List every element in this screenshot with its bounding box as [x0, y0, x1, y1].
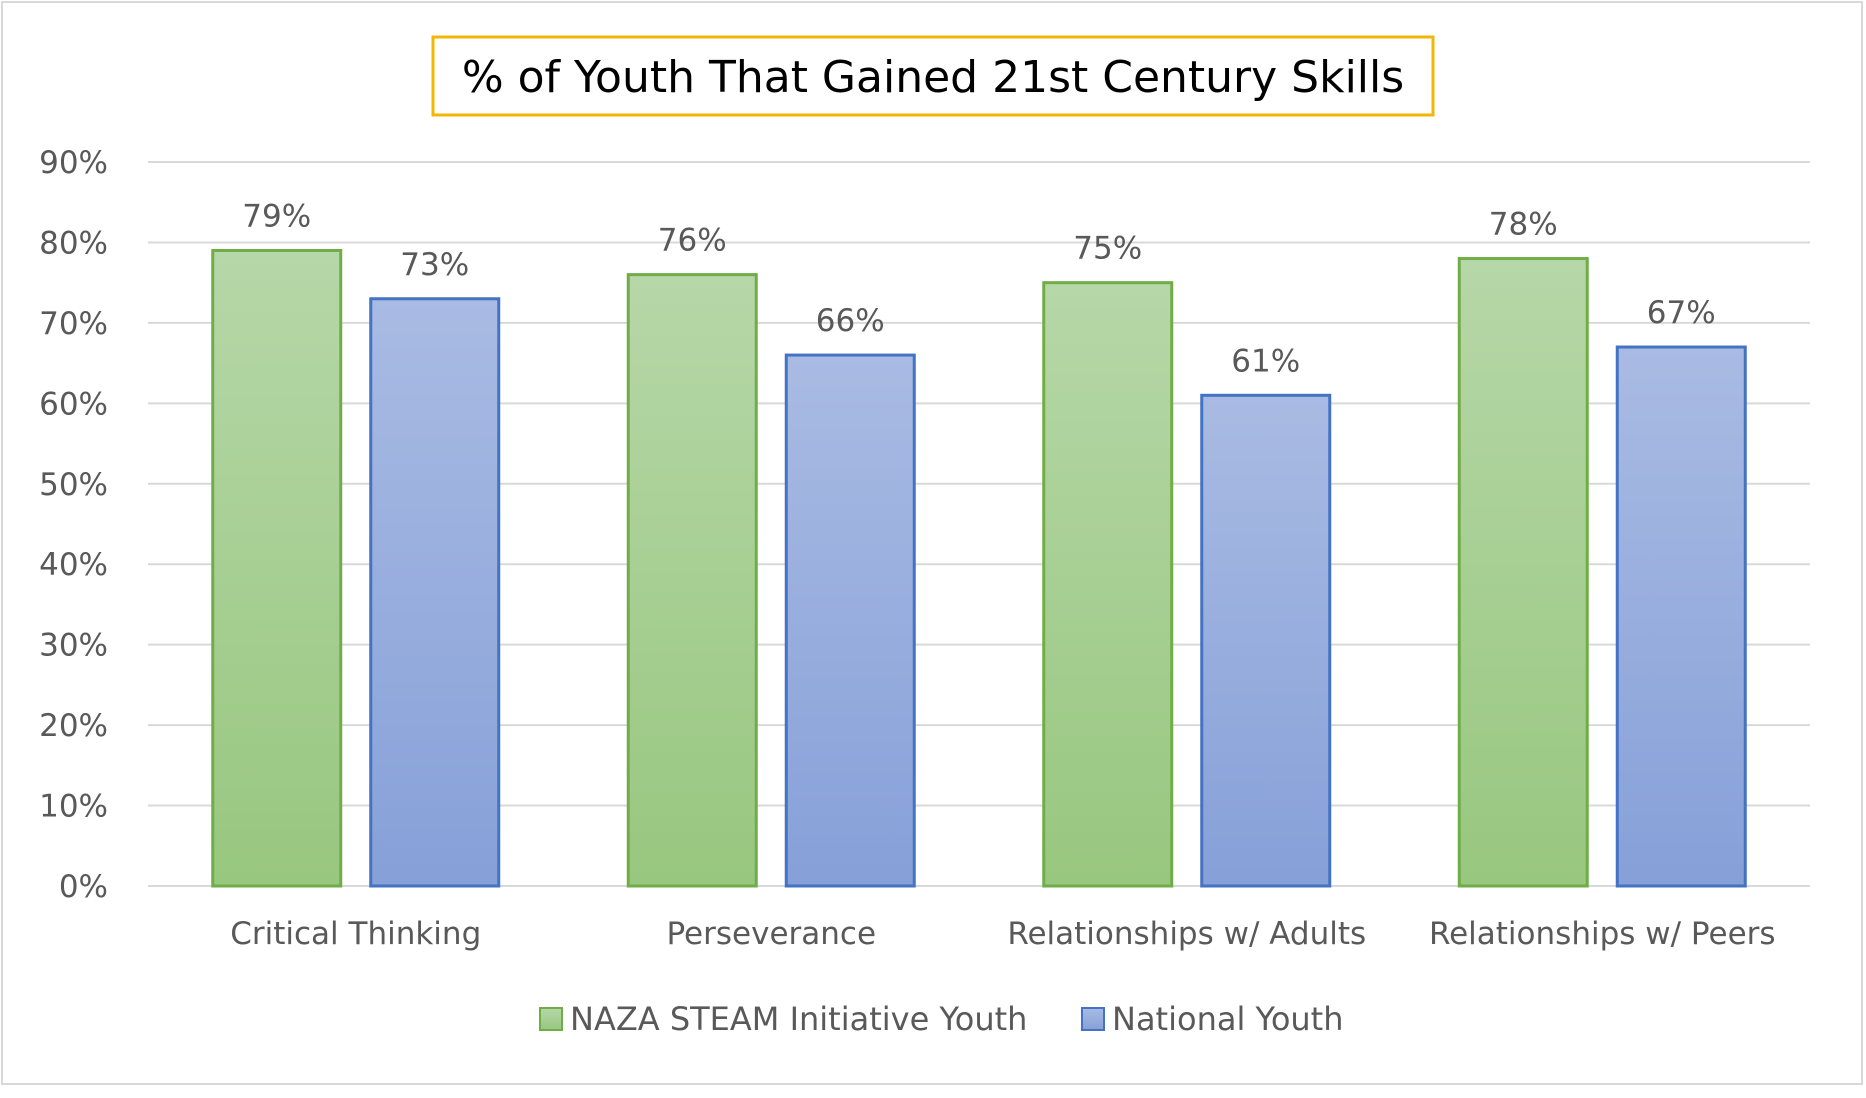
legend: NAZA STEAM Initiative Youth National Yout…: [539, 1000, 1344, 1038]
y-axis-ticks: 0% 10% 20% 30% 40% 50% 60% 70% 80% 90%: [39, 145, 108, 905]
y-tick-label: 80%: [39, 225, 108, 261]
y-tick-label: 60%: [39, 386, 108, 422]
bars: [211, 248, 1747, 888]
data-label: 75%: [1073, 231, 1142, 267]
data-label: 79%: [242, 198, 311, 234]
data-label: 66%: [816, 303, 885, 339]
y-tick-label: 90%: [39, 145, 108, 181]
chart-title: % of Youth That Gained 21st Century Skil…: [462, 52, 1404, 103]
data-labels: 79% 73% 76% 66% 75% 61% 78% 67%: [242, 198, 1715, 379]
y-tick-label: 40%: [39, 547, 108, 583]
data-label: 76%: [658, 223, 727, 259]
bar: [211, 248, 343, 888]
y-tick-label: 50%: [39, 467, 108, 503]
y-tick-label: 10%: [39, 789, 108, 825]
bar: [1200, 393, 1332, 888]
legend-swatch: [1081, 1007, 1105, 1031]
data-label: 73%: [400, 247, 469, 283]
data-label: 78%: [1489, 207, 1558, 243]
bar: [369, 297, 501, 888]
legend-swatch: [539, 1007, 563, 1031]
legend-label: National Youth: [1112, 1000, 1344, 1038]
x-axis-ticks: Critical Thinking Perseverance Relationshi…: [230, 916, 1775, 952]
y-tick-label: 30%: [39, 628, 108, 664]
x-tick-label: Critical Thinking: [230, 916, 481, 952]
data-label: 61%: [1231, 343, 1300, 379]
y-tick-label: 0%: [59, 869, 108, 905]
bar: [1615, 345, 1747, 888]
x-tick-label: Relationships w/ Adults: [1007, 916, 1366, 952]
bar: [626, 273, 758, 888]
bar: [1457, 257, 1589, 888]
x-tick-label: Relationships w/ Peers: [1429, 916, 1776, 952]
y-tick-label: 70%: [39, 306, 108, 342]
chart-title-box: [431, 35, 1435, 117]
bar: [784, 353, 916, 888]
x-tick-label: Perseverance: [666, 916, 876, 952]
legend-label: NAZA STEAM Initiative Youth: [570, 1000, 1027, 1038]
bar: [1042, 281, 1174, 888]
y-tick-label: 20%: [39, 708, 108, 744]
data-label: 67%: [1647, 295, 1716, 331]
